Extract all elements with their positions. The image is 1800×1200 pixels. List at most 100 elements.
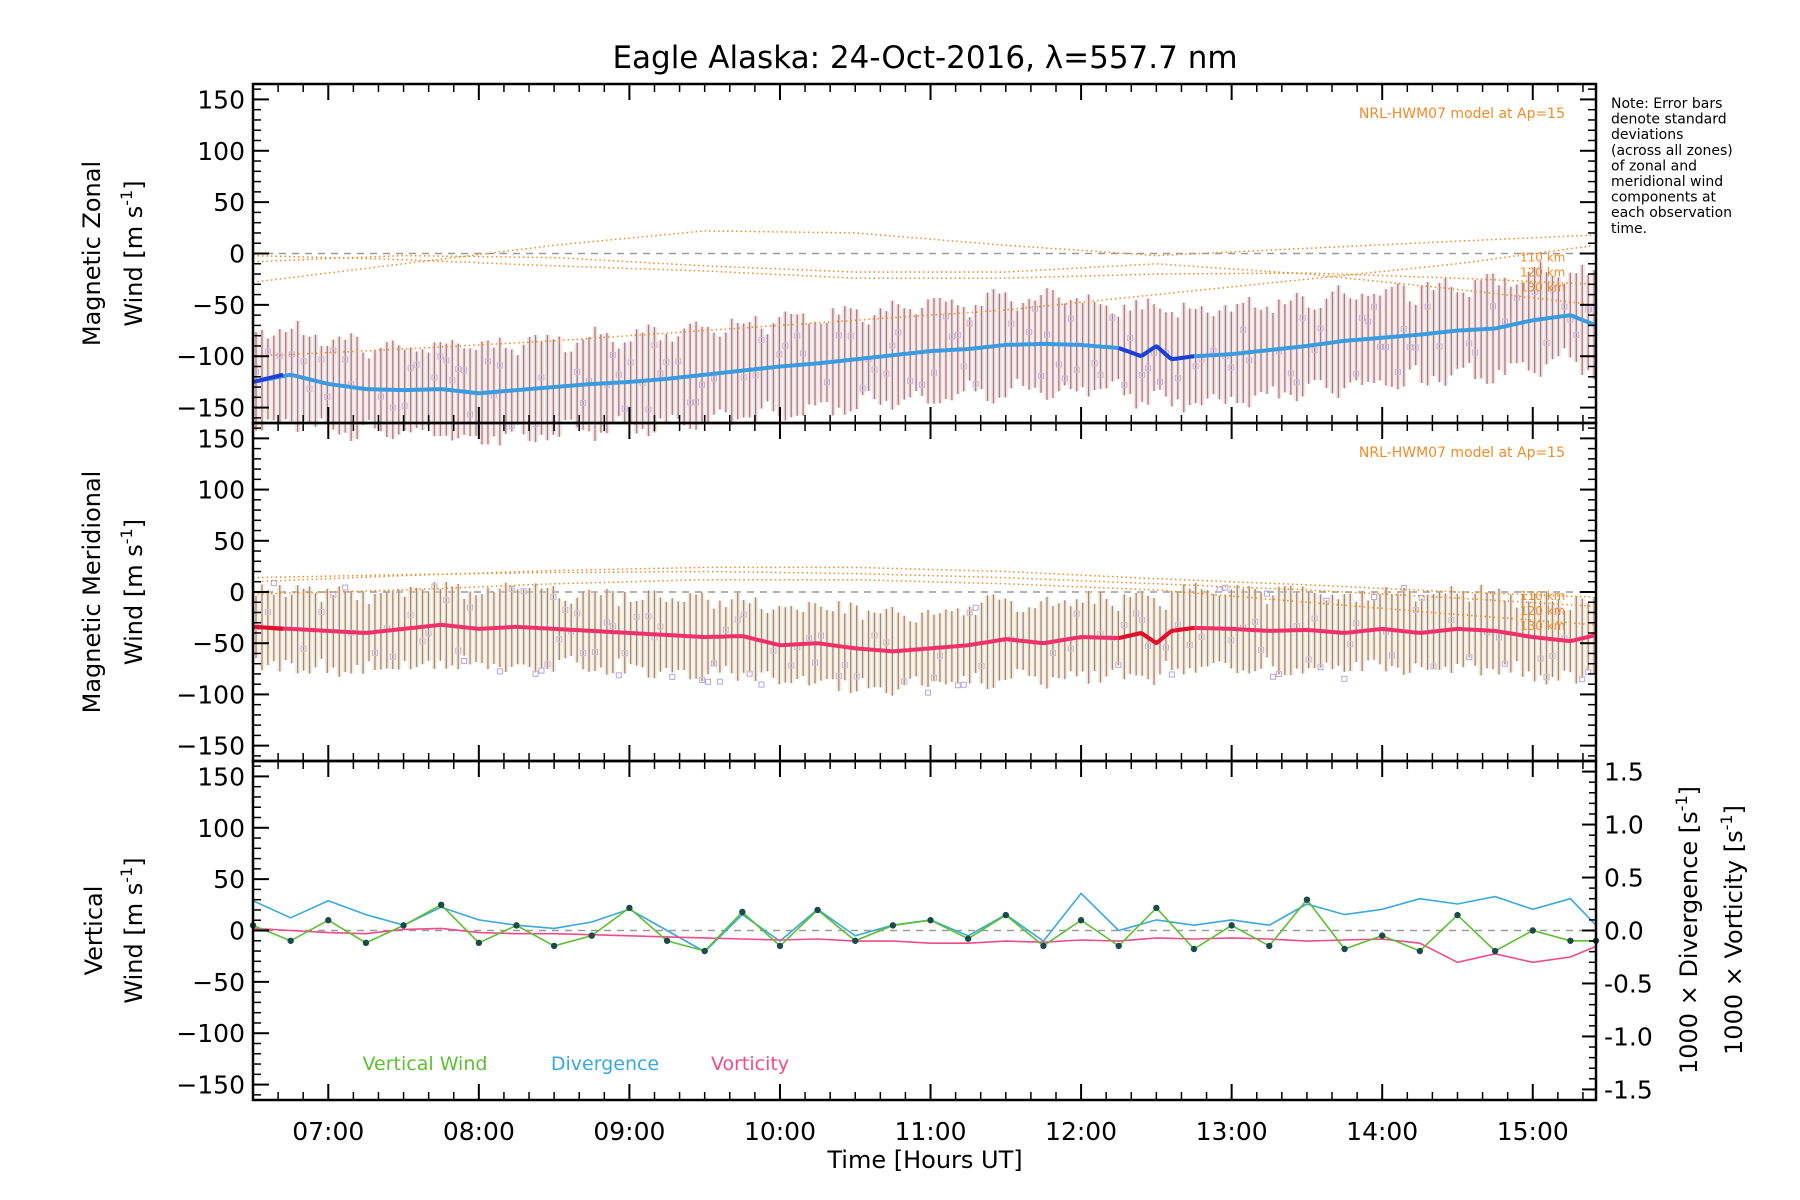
right-tick-label: -1.5 xyxy=(1604,1075,1653,1104)
y-tick-label: −100 xyxy=(176,342,245,371)
model-label: NRL-HWM07 model at Ap=15 xyxy=(1359,106,1565,122)
vertical-wind-point xyxy=(776,942,784,950)
vertical-wind-point xyxy=(1416,947,1424,955)
note-line: Note: Error bars xyxy=(1611,96,1722,112)
zone-point xyxy=(496,668,503,675)
x-tick-label: 09:00 xyxy=(593,1117,665,1146)
y-axis-label-line1: Magnetic Zonal xyxy=(78,161,106,346)
y-tick-label: 100 xyxy=(197,137,245,166)
model-curve-120-km xyxy=(252,570,1594,607)
y-axis-label-exponent: -1 xyxy=(117,190,136,206)
y-axis-label-line2: Wind [m s-1] xyxy=(117,519,148,665)
vorticity-axis-label: 1000 × Vorticity [s-1] xyxy=(1717,805,1748,1055)
vertical-wind-point xyxy=(588,932,595,939)
vorticity-line xyxy=(252,927,1597,964)
y-tick-label: −150 xyxy=(176,732,245,761)
zone-point xyxy=(925,689,932,696)
altitude-label: 110 km xyxy=(1520,589,1565,603)
y-axis-label-end: ] xyxy=(120,519,148,528)
y-tick-label: 0 xyxy=(229,917,245,946)
legend-entry: Vertical Wind xyxy=(363,1053,488,1075)
y-axis-label-line1: Vertical xyxy=(80,886,108,976)
model-curve-110-km xyxy=(252,566,1594,598)
vertical-wind-point xyxy=(1153,904,1160,912)
vertical-wind-point xyxy=(739,908,746,916)
zone-point xyxy=(758,681,765,688)
vertical-wind-panel: 1.5 1.0 0.5 0.0 -0.5 -1.0 -1.5 1000 × Divergenc… xyxy=(80,758,1748,1105)
note-line: (across all zones) xyxy=(1611,143,1733,159)
x-tick-label: 13:00 xyxy=(1196,1117,1268,1146)
zone-band xyxy=(253,581,1597,696)
y-axis-label-exponent: -1 xyxy=(117,867,136,883)
vorticity-axis-label-end: ] xyxy=(1720,805,1748,814)
y-axis-label-line2: Wind [m s-1] xyxy=(117,180,148,326)
zone-point xyxy=(704,678,711,685)
y-tick-label: 50 xyxy=(213,865,245,894)
vertical-wind-point xyxy=(701,947,708,955)
vertical-wind-point xyxy=(927,917,934,924)
vertical-wind-point xyxy=(1040,942,1047,950)
zone-point xyxy=(615,672,622,679)
x-tick-label: 12:00 xyxy=(1045,1117,1117,1146)
chart-title: Eagle Alaska: 24-Oct-2016, λ=557.7 nm xyxy=(612,40,1237,76)
vertical-wind-point xyxy=(814,906,821,914)
zone-point xyxy=(1168,671,1175,678)
mean-wind-line xyxy=(252,622,1597,654)
y-axis-label-line2: Wind [m s-1] xyxy=(117,857,148,1003)
zone-point xyxy=(1264,590,1271,597)
y-tick-label: 0 xyxy=(229,578,245,607)
zone-point xyxy=(960,681,967,688)
vertical-wind-point xyxy=(1491,947,1499,955)
vertical-wind-point xyxy=(1266,942,1273,950)
vertical-wind-point xyxy=(1002,911,1010,919)
zone-point xyxy=(538,667,545,674)
y-tick-label: 150 xyxy=(197,85,245,114)
model-curve-130-km xyxy=(252,244,1594,357)
altitude-label: 120 km xyxy=(1520,266,1565,280)
note-line: components at xyxy=(1611,190,1717,206)
vertical-wind-point xyxy=(325,917,332,924)
mean-wind-start-segment xyxy=(252,624,284,631)
x-axis: 07:00 08:00 09:00 10:00 11:00 12:00 13:00 14:00… xyxy=(292,1117,1569,1146)
altitude-label: 110 km xyxy=(1520,251,1565,265)
zone-point xyxy=(1371,593,1378,600)
vertical-wind-point xyxy=(362,939,370,947)
x-tick-label: 14:00 xyxy=(1346,1117,1418,1146)
zone-point xyxy=(1269,673,1276,680)
y-tick-label: 50 xyxy=(213,527,245,556)
zone-point xyxy=(1216,586,1223,593)
zone-point xyxy=(342,584,349,591)
vertical-wind-point xyxy=(852,937,859,944)
y-tick-label: 50 xyxy=(213,188,245,217)
vertical-wind-point xyxy=(626,904,633,912)
y-tick-label: −50 xyxy=(192,629,245,658)
model-curve-110-km xyxy=(252,230,1594,284)
note-line: deviations xyxy=(1611,127,1683,143)
vertical-wind-point xyxy=(1529,927,1536,934)
y-tick-label: 100 xyxy=(197,814,245,843)
x-tick-label: 15:00 xyxy=(1497,1117,1569,1146)
vertical-wind-point xyxy=(1567,937,1574,944)
zone-point xyxy=(461,657,468,664)
y-tick-label: −150 xyxy=(176,1071,245,1100)
divergence-axis-label-end: ] xyxy=(1675,786,1703,795)
vertical-wind-point xyxy=(1303,896,1311,903)
y-axis-label-end: ] xyxy=(120,857,148,866)
note-line: each observation xyxy=(1611,205,1732,221)
zone-point xyxy=(669,673,676,680)
note-line: of zonal and xyxy=(1611,158,1697,174)
vertical-wind-point xyxy=(438,901,445,909)
vertical-wind-point xyxy=(550,942,558,950)
vertical-wind-point xyxy=(1228,922,1235,929)
mean-wind-gap-segment xyxy=(1118,344,1195,362)
vertical-wind-point xyxy=(513,922,520,929)
x-tick-label: 08:00 xyxy=(443,1117,515,1146)
y-tick-label: 100 xyxy=(197,476,245,505)
divergence-axis-label-exponent: -1 xyxy=(1672,795,1691,811)
right-tick-label: 1.0 xyxy=(1604,811,1644,840)
y-axis-label-line1: Magnetic Meridional xyxy=(78,471,106,714)
y-axis-label-exponent: -1 xyxy=(117,528,136,544)
